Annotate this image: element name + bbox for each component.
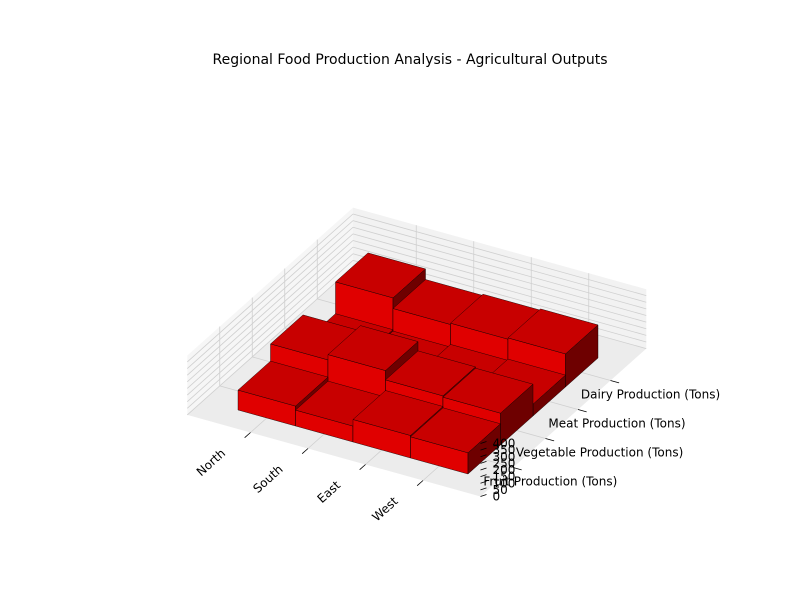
back-pane: [353, 207, 647, 349]
z-tick-label: 150: [493, 470, 516, 484]
y-tick-mark: [512, 467, 522, 471]
z-tick-label: 0: [493, 490, 501, 504]
x-tick-label: West: [369, 494, 401, 524]
bar-top-face: [237, 360, 329, 407]
grid-line: [186, 240, 354, 389]
grid-line: [352, 213, 647, 296]
grid-line: [352, 233, 647, 316]
y-tick-label: Dairy Production (Tons): [581, 388, 720, 402]
x-tick-mark: [416, 480, 424, 487]
z-tick-label: 300: [493, 450, 516, 464]
y-tick-label: Fruit Production (Tons): [483, 475, 617, 489]
x-tick-label: East: [315, 478, 344, 506]
bar-top-face: [442, 368, 534, 414]
bar-top-face: [327, 325, 419, 371]
grid-line: [186, 220, 354, 369]
grid-line: [186, 233, 354, 383]
z-tick-label: 100: [493, 476, 516, 490]
y-tick-mark: [545, 438, 555, 442]
y-tick-label: Meat Production (Tons): [548, 417, 685, 431]
grid-line: [186, 226, 354, 376]
z-tick-mark: [480, 454, 487, 458]
grid-line: [186, 213, 354, 363]
x-tick-label: South: [250, 462, 285, 496]
x-tick-mark: [244, 432, 251, 439]
grid-line: [352, 246, 647, 330]
y-tick-mark: [610, 380, 620, 384]
bars: [237, 252, 599, 475]
grid-line: [352, 220, 647, 303]
y-axis-ticks: Fruit Production (Tons) Vegetable Product…: [483, 380, 720, 489]
grid-line: [186, 266, 354, 416]
z-tick-label: 400: [493, 437, 516, 451]
z-tick-label: 350: [493, 443, 516, 457]
bar-top-face: [352, 390, 444, 436]
z-tick-mark: [480, 480, 487, 484]
z-tick-mark: [480, 487, 487, 491]
grid-line: [186, 246, 354, 396]
y-tick-mark: [577, 409, 587, 413]
grid-line: [352, 240, 647, 323]
z-tick-mark: [480, 474, 487, 478]
bar-top-face: [335, 252, 426, 299]
grid-line: [186, 253, 354, 402]
z-tick-label: 250: [493, 456, 516, 470]
z-tick-label: 200: [493, 463, 516, 477]
z-tick-mark: [480, 467, 487, 471]
z-tick-mark: [480, 494, 487, 497]
x-tick-mark: [301, 448, 309, 455]
y-tick-label: Vegetable Production (Tons): [516, 446, 683, 460]
z-tick-mark: [480, 441, 487, 444]
z-tick-mark: [480, 447, 487, 451]
bar-top-face: [507, 308, 599, 355]
bar-top-face: [385, 350, 476, 397]
x-tick-mark: [359, 464, 366, 471]
bar-top-face: [410, 407, 501, 453]
x-tick-label: North: [194, 446, 228, 479]
chart-title: Regional Food Production Analysis - Agri…: [213, 52, 608, 68]
z-tick-label: 50: [493, 483, 508, 497]
grid-line: [352, 226, 647, 310]
grid-line: [186, 260, 354, 409]
z-tick-mark: [480, 460, 487, 464]
left-pane: [187, 207, 353, 415]
